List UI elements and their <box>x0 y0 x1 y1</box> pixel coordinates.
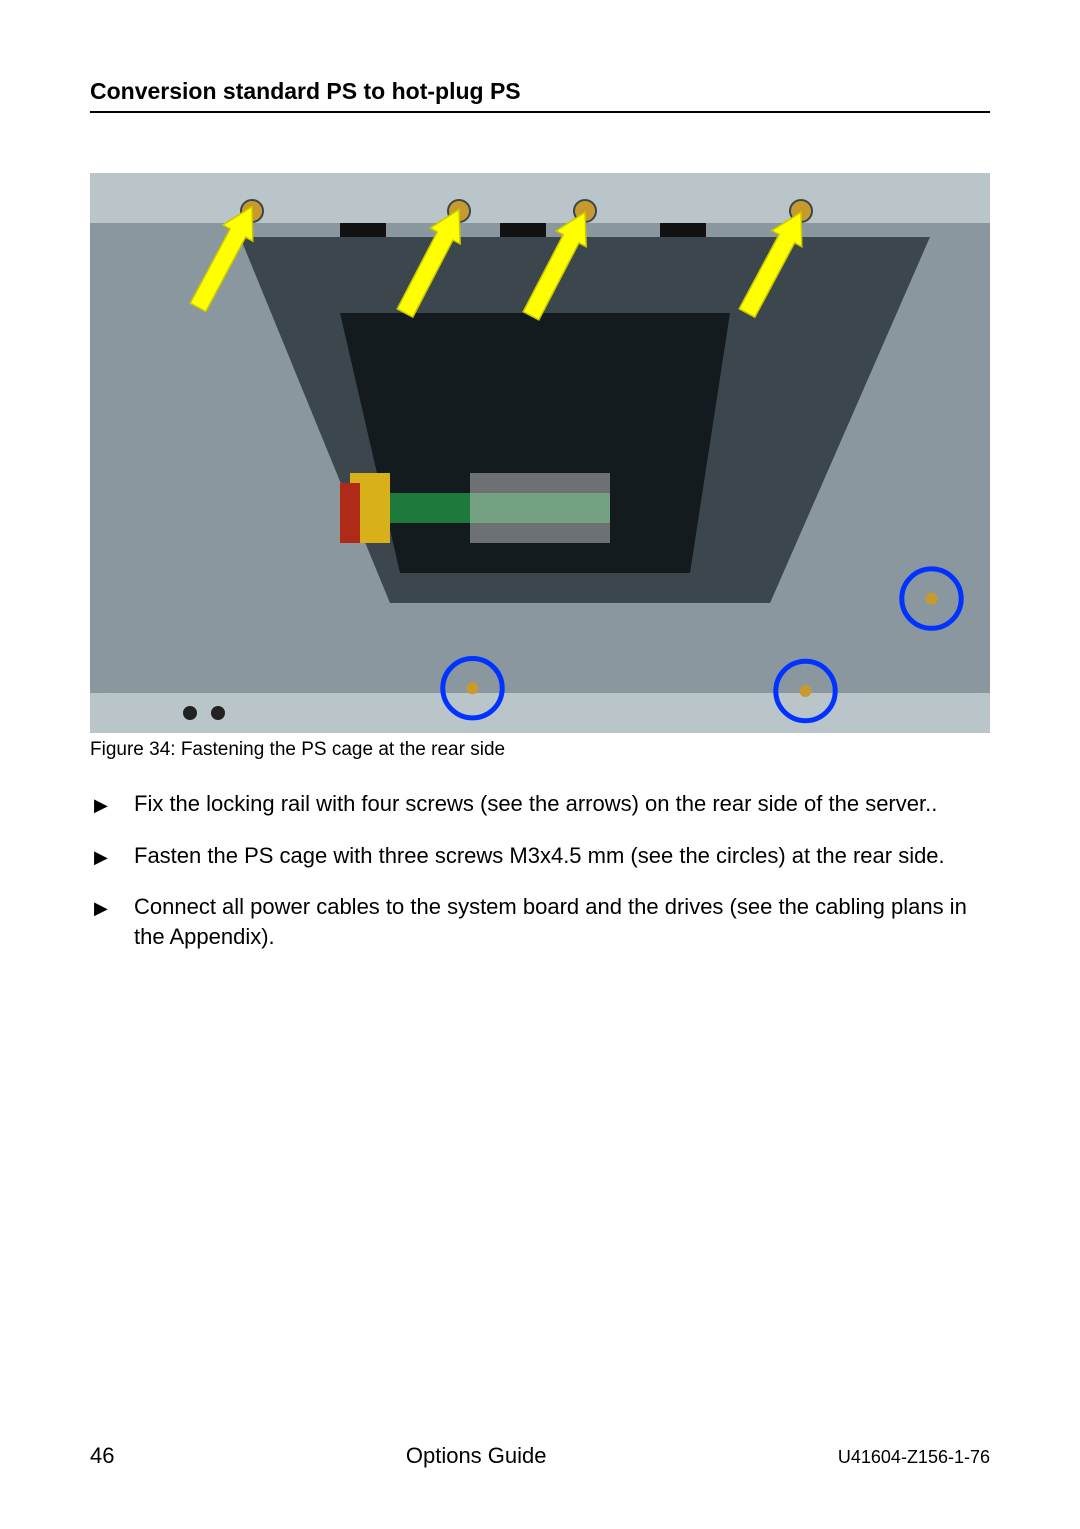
page: Conversion standard PS to hot-plug PS Fi… <box>0 0 1080 1529</box>
doc-code: U41604-Z156-1-76 <box>838 1447 990 1468</box>
instruction-step: ▶ Connect all power cables to the system … <box>90 892 990 951</box>
bullet-icon: ▶ <box>94 896 108 920</box>
instruction-step-text: Fix the locking rail with four screws (s… <box>134 791 937 816</box>
figure-container: Figure 34: Fastening the PS cage at the … <box>90 173 990 761</box>
instruction-list: ▶ Fix the locking rail with four screws (… <box>90 789 990 952</box>
instruction-step-text: Connect all power cables to the system b… <box>134 894 967 949</box>
doc-title: Options Guide <box>114 1443 837 1469</box>
bullet-icon: ▶ <box>94 845 108 869</box>
page-footer: 46 Options Guide U41604-Z156-1-76 <box>90 1443 990 1469</box>
bullet-icon: ▶ <box>94 793 108 817</box>
page-number: 46 <box>90 1443 114 1469</box>
section-title: Conversion standard PS to hot-plug PS <box>90 78 990 113</box>
instruction-step: ▶ Fasten the PS cage with three screws M3… <box>90 841 990 871</box>
figure-illustration <box>90 173 990 733</box>
instruction-step: ▶ Fix the locking rail with four screws (… <box>90 789 990 819</box>
instruction-step-text: Fasten the PS cage with three screws M3x… <box>134 843 945 868</box>
figure-caption: Figure 34: Fastening the PS cage at the … <box>90 739 990 761</box>
